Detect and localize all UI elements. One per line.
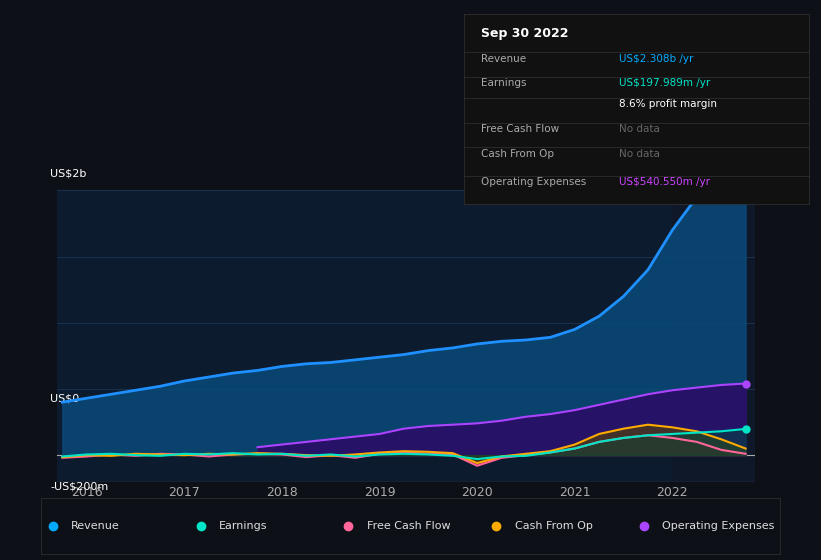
Text: Earnings: Earnings — [481, 78, 526, 88]
Text: Revenue: Revenue — [71, 521, 120, 531]
Text: Sep 30 2022: Sep 30 2022 — [481, 27, 569, 40]
Text: Earnings: Earnings — [219, 521, 268, 531]
Text: No data: No data — [619, 149, 660, 158]
Text: No data: No data — [619, 124, 660, 134]
Text: US$197.989m /yr: US$197.989m /yr — [619, 78, 710, 88]
Text: Operating Expenses: Operating Expenses — [481, 178, 586, 187]
Text: Cash From Op: Cash From Op — [515, 521, 593, 531]
Text: Free Cash Flow: Free Cash Flow — [367, 521, 451, 531]
Text: -US$200m: -US$200m — [51, 482, 108, 492]
Text: US$2.308b /yr: US$2.308b /yr — [619, 54, 694, 63]
Text: Free Cash Flow: Free Cash Flow — [481, 124, 559, 134]
Text: US$540.550m /yr: US$540.550m /yr — [619, 178, 710, 187]
Text: Cash From Op: Cash From Op — [481, 149, 554, 158]
Bar — [672, 190, 755, 482]
Text: US$0: US$0 — [51, 394, 80, 404]
Text: 8.6% profit margin: 8.6% profit margin — [619, 99, 717, 109]
Text: Operating Expenses: Operating Expenses — [663, 521, 775, 531]
Text: US$2b: US$2b — [51, 169, 87, 179]
Text: Revenue: Revenue — [481, 54, 526, 63]
